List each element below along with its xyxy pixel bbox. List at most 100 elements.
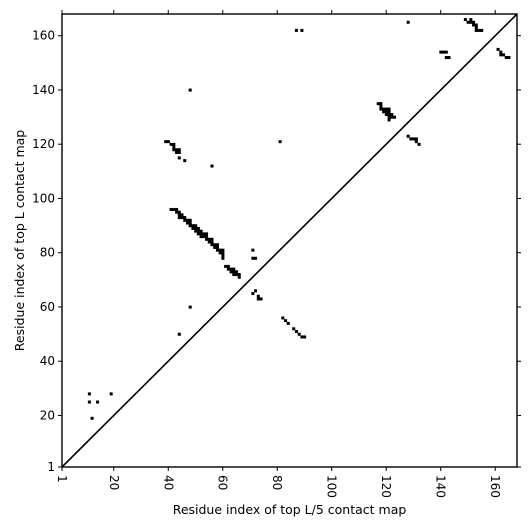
contact-cell [202,235,206,239]
contact-cell [215,248,219,252]
contact-cell [444,50,448,54]
x-axis-ticks: 1 20 40 60 80 100 120 140 160 [55,10,502,498]
contact-cell [175,150,179,154]
contact-cell [210,164,214,168]
x-tick-label: 20 [107,475,121,490]
x-tick-label: 160 [488,475,502,498]
contact-cell [185,218,189,222]
contact-cell [96,400,100,404]
contact-cell [191,226,195,230]
contact-cell [177,150,181,154]
contact-cell [387,118,391,122]
contact-cell [237,273,241,277]
contact-cell [221,254,225,258]
contact-cell [235,270,239,274]
contact-cell [205,232,209,236]
contact-cell [393,115,397,119]
contact-cell [379,104,383,108]
contact-cell [300,28,304,32]
contact-cell [172,142,176,146]
contact-cell [188,224,192,228]
contact-cell [221,256,225,260]
contact-cells [87,18,511,420]
plot-frame [61,13,518,468]
contact-cell [177,148,181,152]
contact-cell [210,243,214,247]
contact-cell [177,210,181,214]
contact-cell [194,224,198,228]
contact-cell [281,316,285,320]
contact-cell [232,273,236,277]
contact-cell [229,267,233,271]
contact-cell [169,207,173,211]
contact-cell [504,56,508,60]
contact-cell [474,23,478,27]
contact-cell [297,332,301,336]
contact-cell [387,110,391,114]
contact-cell [251,256,255,260]
contact-cell [188,88,192,92]
contact-cell [183,159,187,163]
contact-cell [406,20,410,24]
contact-cell [278,140,282,144]
contact-cell [226,264,230,268]
contact-cell [199,235,203,239]
y-tick-label: 80 [40,246,55,260]
contact-cell [226,267,230,271]
contact-cell [254,256,258,260]
contact-cell [199,229,203,233]
contact-cell [221,251,225,255]
y-tick-label: 100 [32,191,55,205]
contact-cell [414,137,418,141]
contact-cell [390,115,394,119]
contact-cell [175,148,179,152]
contact-cell [300,335,304,339]
contact-cell [177,156,181,160]
contact-cell [210,240,214,244]
contact-cell [237,275,241,279]
contact-cell [90,416,94,420]
y-tick-label: 40 [40,354,55,368]
contact-cell [447,56,451,60]
contact-cell [172,148,176,152]
contact-cell [177,216,181,220]
contact-cell [215,243,219,247]
contact-cell [221,248,225,252]
contact-cell [469,18,473,22]
contact-cell [382,107,386,111]
contact-cell [251,248,255,252]
contact-cell [384,113,388,117]
contact-cell [188,305,192,309]
y-tick-label: 120 [32,137,55,151]
contact-cell [256,297,260,301]
contact-cell [251,292,255,296]
contact-cell [224,264,228,268]
contact-cell [292,327,296,331]
y-tick-label: 20 [40,408,55,422]
contact-cell [232,267,236,271]
contact-cell [213,245,217,249]
contact-cell [188,218,192,222]
contact-cell [303,335,307,339]
contact-cell [254,289,258,293]
contact-cell [463,18,467,22]
contact-cell [382,110,386,114]
contact-cell [109,392,113,396]
contact-cell [444,56,448,60]
y-tick-label: 140 [32,83,55,97]
contact-cell [213,243,217,247]
contact-cell [412,137,416,141]
contact-cell [199,232,203,236]
contact-cell [207,237,211,241]
contact-cell [284,319,288,323]
x-tick-label: 1 [55,475,69,483]
contact-cell [472,23,476,27]
y-tick-label: 60 [40,300,55,314]
contact-cell [502,53,506,57]
contact-cell [294,330,298,334]
contact-cell [442,50,446,54]
contact-cell [215,245,219,249]
x-tick-label: 140 [434,475,448,498]
contact-cell [164,140,168,144]
contact-cell [390,113,394,117]
